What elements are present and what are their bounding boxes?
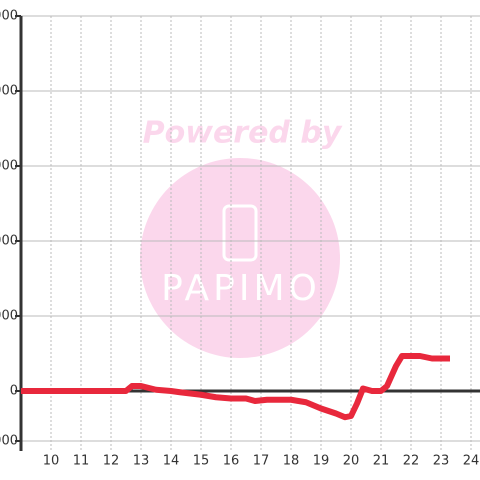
x-tick-label: 14 bbox=[163, 454, 180, 469]
x-tick-label: 21 bbox=[373, 454, 390, 469]
watermark-circle bbox=[140, 158, 340, 358]
watermark: Powered by PAPIMO bbox=[140, 116, 343, 358]
x-tick-label: 15 bbox=[193, 454, 210, 469]
x-tick-label: 16 bbox=[223, 454, 240, 469]
watermark-text: Powered by bbox=[143, 116, 343, 151]
x-tick-label: 12 bbox=[103, 454, 120, 469]
x-tick-label: 10 bbox=[43, 454, 60, 469]
y-tick-label: 150,000 bbox=[0, 9, 18, 24]
y-tick-label: 60,000 bbox=[0, 234, 18, 249]
x-tick-label: 19 bbox=[313, 454, 330, 469]
y-tick-label: 0 bbox=[10, 384, 18, 399]
x-tick-label: 17 bbox=[253, 454, 270, 469]
y-tick-label: -20,000 bbox=[0, 434, 18, 449]
x-tick-label: 18 bbox=[283, 454, 300, 469]
x-tick-label: 20 bbox=[343, 454, 360, 469]
x-tick-label: 13 bbox=[133, 454, 150, 469]
x-tick-label: 11 bbox=[73, 454, 90, 469]
x-tick-label: 23 bbox=[433, 454, 450, 469]
x-tick-label: 24 bbox=[463, 454, 480, 469]
data-line bbox=[21, 353, 450, 421]
x-tick-label: 22 bbox=[403, 454, 420, 469]
watermark-logo: PAPIMO bbox=[161, 268, 321, 309]
y-tick-label: 120,000 bbox=[0, 84, 18, 99]
y-tick-label: 30,000 bbox=[0, 309, 18, 324]
watermark-phone bbox=[222, 204, 258, 262]
y-tick-label: 90,000 bbox=[0, 159, 18, 174]
